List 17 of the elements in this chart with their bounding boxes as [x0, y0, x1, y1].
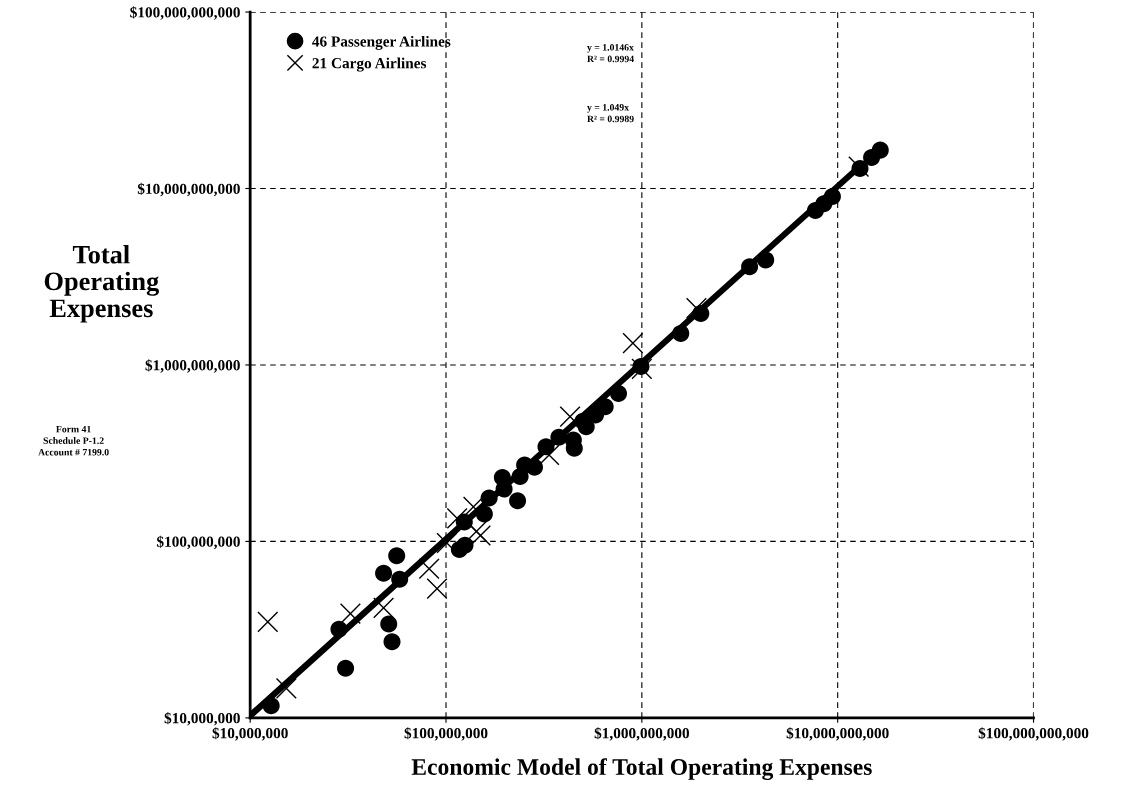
annotation: y = 1.0146x R² = 0.9994: [587, 44, 634, 63]
x-tick-label: $100,000,000: [404, 727, 488, 741]
y-tick-label: $10,000,000,000: [137, 182, 240, 197]
legend-label: 21 Cargo Airlines: [312, 57, 427, 72]
y-axis-title: Total Operating Expenses: [44, 245, 159, 323]
x-tick-label: $1,000,000,000: [594, 727, 689, 741]
y-tick-label: $1,000,000,000: [145, 359, 240, 373]
text: Form 41 Schedule P-1.2 Account # 7199.0: [38, 425, 109, 456]
annotation: y = 1.049x R² = 0.9989: [587, 104, 634, 123]
y-tick-label: $100,000,000,000: [130, 6, 240, 20]
x-tick-label: $100,000,000,000: [978, 727, 1089, 741]
y-tick-label: $10,000,000: [164, 712, 240, 726]
legend-label: 46 Passenger Airlines: [312, 35, 451, 50]
y-tick-label: $100,000,000: [156, 535, 240, 550]
x-tick-label: $10,000,000,000: [786, 727, 889, 741]
x-tick-label: $10,000,000: [212, 727, 288, 741]
x-axis-title: Economic Model of Total Operating Expenses: [411, 758, 872, 780]
